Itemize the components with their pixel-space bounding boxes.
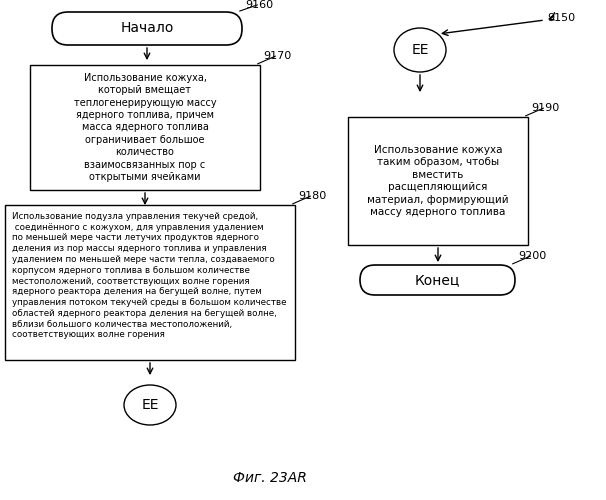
Text: 9150: 9150: [547, 13, 575, 23]
Text: EE: EE: [141, 398, 159, 412]
Bar: [30, 65, 260, 190]
Bar: [348, 117, 528, 245]
Text: Конец: Конец: [415, 273, 460, 287]
Text: Начало: Начало: [121, 22, 174, 36]
Text: 9190: 9190: [531, 103, 559, 113]
Bar: [5, 205, 295, 360]
Text: 9160: 9160: [245, 0, 273, 10]
Text: Фиг. 23AR: Фиг. 23AR: [233, 471, 307, 485]
Text: Использование кожуха,
который вмещает
теплогенерирующую массу
ядерного топлива, : Использование кожуха, который вмещает те…: [74, 73, 216, 182]
FancyBboxPatch shape: [52, 12, 242, 45]
Text: 9180: 9180: [298, 191, 326, 201]
Text: Использование кожуха
таким образом, чтобы
вместить
расщепляющийся
материал, форм: Использование кожуха таким образом, чтоб…: [367, 145, 509, 217]
Text: 9170: 9170: [263, 51, 291, 61]
Text: 9200: 9200: [518, 251, 546, 261]
Text: EE: EE: [411, 43, 429, 57]
Ellipse shape: [124, 385, 176, 425]
Text: Использование подузла управления текучей средой,
 соединённого с кожухом, для уп: Использование подузла управления текучей…: [12, 212, 287, 339]
Ellipse shape: [394, 28, 446, 72]
FancyBboxPatch shape: [360, 265, 515, 295]
